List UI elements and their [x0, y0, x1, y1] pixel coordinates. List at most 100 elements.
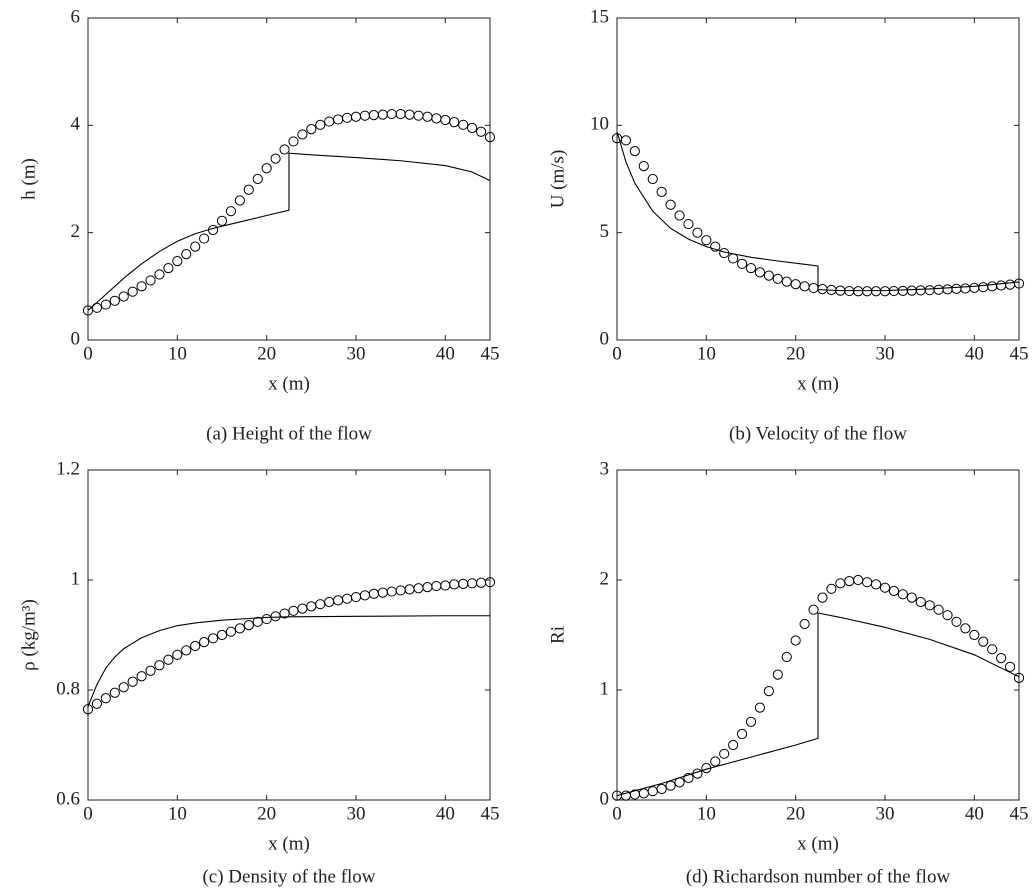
marker	[377, 109, 388, 120]
marker	[368, 588, 379, 599]
x-tick-label: 40	[436, 803, 455, 824]
plot-frame	[616, 469, 1020, 801]
y-tick-label: 2	[71, 221, 81, 242]
marker	[315, 119, 326, 130]
marker	[190, 640, 201, 652]
marker	[638, 788, 649, 799]
marker	[728, 739, 739, 751]
marker	[270, 611, 281, 622]
marker	[879, 286, 891, 297]
marker	[458, 119, 469, 130]
marker	[422, 111, 433, 122]
marker	[799, 281, 810, 292]
marker	[826, 583, 837, 594]
marker	[172, 256, 183, 267]
x-tick-label: 40	[965, 343, 984, 364]
marker	[719, 748, 730, 759]
marker	[279, 608, 290, 619]
marker	[754, 267, 766, 278]
marker	[386, 586, 397, 597]
marker	[341, 112, 353, 123]
marker	[683, 772, 694, 784]
subplot: 0 10 20 30 40 45 0 1 2 3 x (m) Ri (d) Richardson num…	[547, 458, 1028, 887]
marker	[844, 576, 855, 587]
y-tick-label: 1	[600, 678, 610, 699]
marker	[996, 280, 1007, 291]
marker	[897, 589, 908, 600]
marker	[288, 136, 299, 147]
marker	[350, 591, 362, 603]
marker	[799, 618, 810, 630]
caption: (b) Velocity of the flow	[729, 423, 907, 444]
marker	[431, 580, 442, 592]
marker	[781, 276, 792, 287]
marker	[449, 117, 460, 128]
marker	[109, 687, 120, 698]
marker	[216, 629, 228, 641]
marker	[181, 645, 192, 656]
marker	[620, 790, 632, 801]
x-tick-label: 20	[786, 343, 805, 364]
marker	[745, 262, 757, 274]
marker	[772, 273, 783, 284]
marker	[647, 786, 658, 797]
y-tick-label: 0	[71, 328, 81, 349]
y-tick-label: 0	[600, 788, 610, 809]
marker	[467, 578, 478, 589]
marker	[279, 144, 290, 155]
line-series	[616, 131, 1020, 292]
marker	[736, 258, 748, 269]
marker	[440, 580, 451, 591]
x-tick-label: 40	[965, 803, 984, 824]
marker	[333, 595, 344, 606]
marker	[862, 286, 873, 297]
marker	[656, 186, 667, 197]
subplot: 0 10 20 30 40 45 0.6 0.8 1 1.2 x (m) ρ (kg/m³) (c) D…	[18, 458, 499, 887]
marker	[154, 269, 165, 280]
y-tick-label: 0.8	[56, 678, 80, 699]
marker	[440, 114, 451, 126]
y-tick-label: 1.2	[56, 458, 80, 479]
marker	[341, 593, 353, 604]
marker	[665, 780, 676, 791]
y-axis-label: U (m/s)	[547, 150, 568, 209]
marker	[906, 592, 917, 603]
marker	[127, 286, 138, 297]
marker	[951, 616, 962, 627]
marker	[225, 206, 237, 217]
marker	[395, 585, 406, 596]
marker	[915, 596, 926, 608]
marker	[207, 633, 219, 644]
marker	[674, 777, 685, 788]
marker	[100, 299, 111, 310]
marker	[297, 129, 308, 140]
y-tick-label: 0.6	[56, 788, 80, 809]
marker	[1013, 672, 1025, 684]
marker	[960, 283, 971, 294]
marker	[458, 578, 469, 589]
y-tick-label: 1	[71, 568, 81, 589]
x-tick-label: 10	[168, 803, 187, 824]
marker	[933, 284, 944, 295]
marker	[100, 693, 111, 704]
plot-frame	[87, 469, 491, 801]
marker	[683, 218, 694, 230]
marker	[163, 262, 174, 274]
marker	[647, 173, 658, 185]
marker	[199, 637, 210, 648]
marker	[897, 285, 908, 296]
marker	[395, 108, 406, 120]
marker	[862, 577, 873, 588]
marker	[853, 286, 864, 297]
marker	[270, 153, 281, 164]
marker	[324, 596, 335, 608]
marker	[710, 756, 721, 767]
marker	[216, 215, 228, 226]
marker	[763, 270, 774, 281]
marker	[315, 599, 326, 610]
x-tick-label: 40	[436, 343, 455, 364]
marker	[951, 283, 962, 295]
marker	[665, 199, 676, 210]
marker	[808, 282, 819, 294]
